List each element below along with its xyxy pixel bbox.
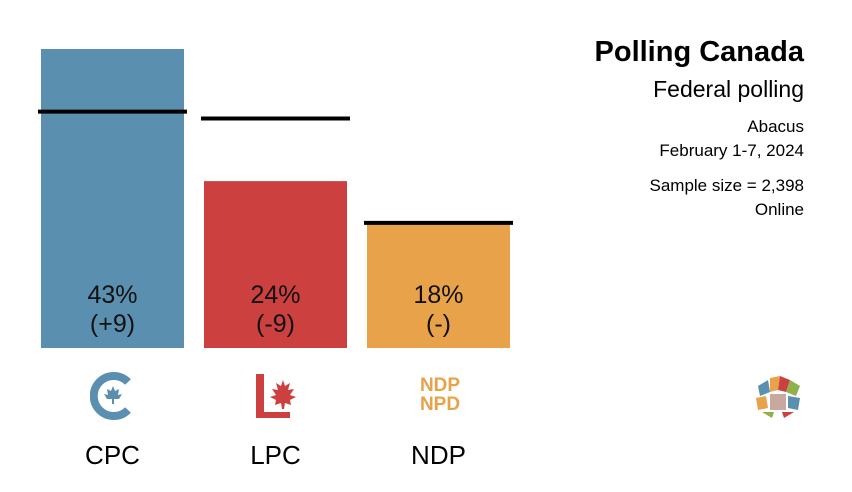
pollster-name: Abacus [747, 117, 804, 136]
change-label: (+9) [89, 310, 136, 338]
ndp-logo-text-bottom: NPD [419, 394, 461, 415]
value-label: 24% [250, 281, 301, 309]
bar-lpc [204, 181, 347, 348]
category-label-ndp: NDP [411, 440, 466, 470]
change-label: (-) [426, 310, 451, 338]
category-label-cpc: CPC [85, 440, 140, 470]
chart-subtitle: Federal polling [653, 76, 804, 102]
value-label: 43% [87, 281, 138, 309]
bar-ndp [367, 222, 510, 348]
value-label: 18% [413, 281, 464, 309]
change-label: (-9) [256, 310, 295, 338]
bar-cpc [41, 49, 184, 348]
chart-title: Polling Canada [594, 36, 804, 68]
lpc-logo-icon [256, 374, 296, 418]
cpc-logo-icon [90, 372, 131, 420]
poll-dates: February 1-7, 2024 [659, 141, 804, 160]
sample-size: Sample size = 2,398 [649, 176, 804, 195]
bar-label-lpc: 24% (-9) [204, 281, 347, 339]
bar-label-cpc: 43% (+9) [41, 281, 184, 339]
bar-label-ndp: 18% (-) [367, 281, 510, 339]
poll-method: Online [754, 200, 804, 219]
category-label-lpc: LPC [250, 440, 301, 470]
polling-canada-logo-icon [756, 376, 800, 418]
ndp-logo-icon: NDP NPD [414, 376, 466, 414]
ndp-logo-text-top: NDP [419, 375, 461, 396]
